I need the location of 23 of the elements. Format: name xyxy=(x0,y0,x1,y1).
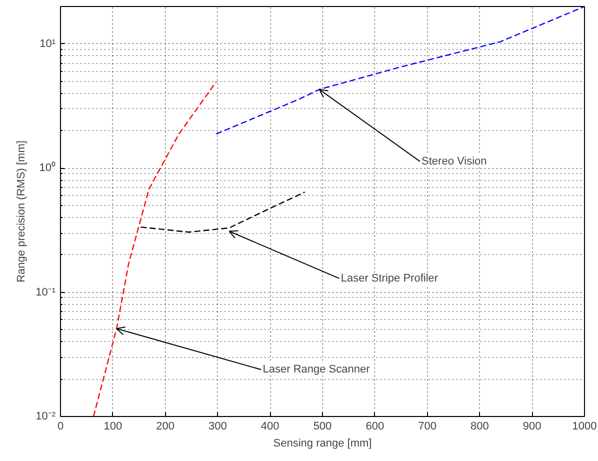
x-tick-label: 800 xyxy=(470,420,489,432)
x-tick-label: 900 xyxy=(522,420,542,432)
x-tick-label: 400 xyxy=(260,420,280,432)
x-tick-label: 500 xyxy=(313,420,332,432)
x-tick-label: 700 xyxy=(418,420,436,432)
y-tick-label: 10⁻² xyxy=(36,410,56,422)
x-tick-label: 600 xyxy=(366,420,384,432)
y-tick-label: 10⁰ xyxy=(39,161,56,174)
x-tick-label: 1000 xyxy=(572,420,597,432)
line-series xyxy=(216,6,584,135)
x-tick-label: 100 xyxy=(104,420,122,432)
annotation: Laser Stripe Profiler xyxy=(340,272,438,284)
line-series xyxy=(140,192,306,233)
y-axis-title: Range precision (RMS) [mm] xyxy=(16,140,28,282)
y-tick-label: 10¹ xyxy=(40,38,56,50)
line-series xyxy=(92,81,217,416)
x-tick-label: 300 xyxy=(208,420,227,432)
x-tick-label: 200 xyxy=(156,420,174,432)
y-tick-label: 10⁻¹ xyxy=(36,286,56,298)
x-axis-title: Sensing range [mm] xyxy=(273,438,372,450)
annotation: Laser Range Scanner xyxy=(262,364,370,376)
annotation: Stereo Vision xyxy=(422,155,487,168)
x-tick-label: 0 xyxy=(57,420,64,432)
